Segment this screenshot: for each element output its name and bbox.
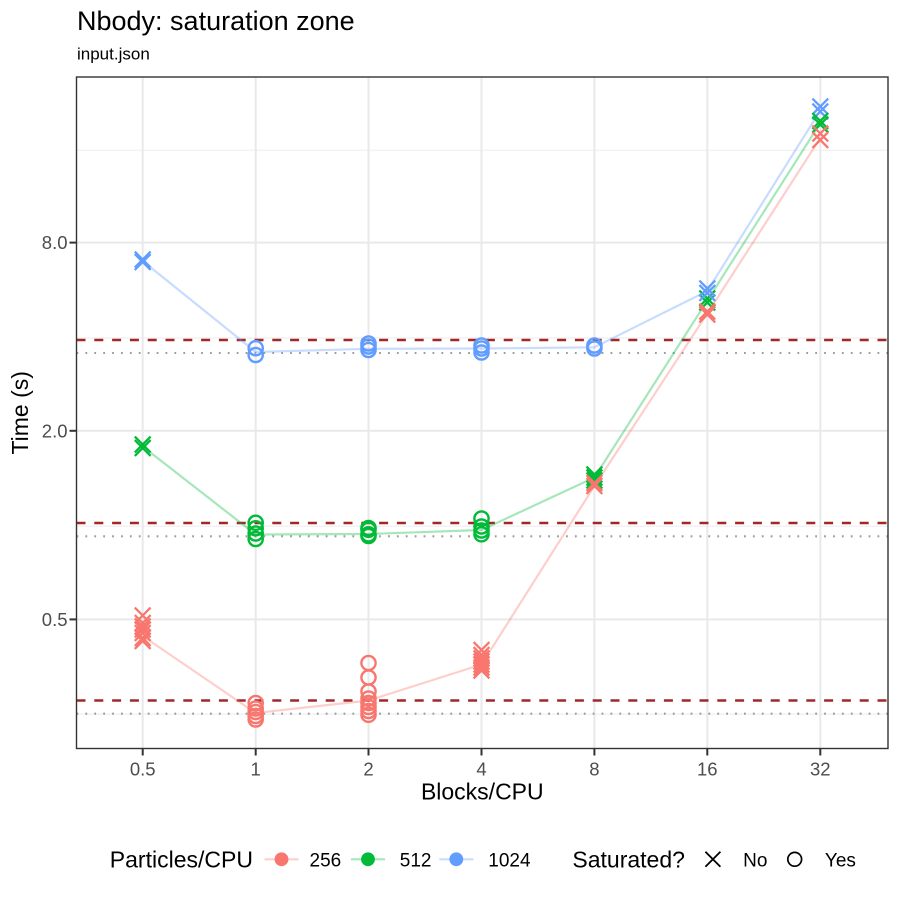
svg-text:512: 512 (400, 850, 432, 871)
svg-text:Time (s): Time (s) (7, 371, 33, 454)
svg-text:8: 8 (589, 759, 599, 780)
svg-text:0.5: 0.5 (130, 759, 156, 780)
svg-text:256: 256 (310, 850, 342, 871)
svg-text:2.0: 2.0 (42, 420, 68, 441)
svg-text:input.json: input.json (77, 45, 150, 64)
svg-text:2: 2 (363, 759, 373, 780)
svg-text:Blocks/CPU: Blocks/CPU (421, 779, 544, 805)
svg-text:8.0: 8.0 (42, 232, 68, 253)
svg-text:0.5: 0.5 (42, 609, 68, 630)
svg-text:Yes: Yes (825, 850, 856, 871)
svg-text:Particles/CPU: Particles/CPU (110, 846, 253, 872)
svg-text:Saturated?: Saturated? (572, 846, 685, 872)
svg-text:4: 4 (476, 759, 486, 780)
svg-text:1: 1 (251, 759, 261, 780)
svg-text:16: 16 (697, 759, 718, 780)
svg-text:Nbody: saturation zone: Nbody: saturation zone (77, 6, 355, 36)
svg-text:1024: 1024 (488, 850, 531, 871)
svg-text:No: No (743, 850, 767, 871)
svg-text:32: 32 (810, 759, 831, 780)
